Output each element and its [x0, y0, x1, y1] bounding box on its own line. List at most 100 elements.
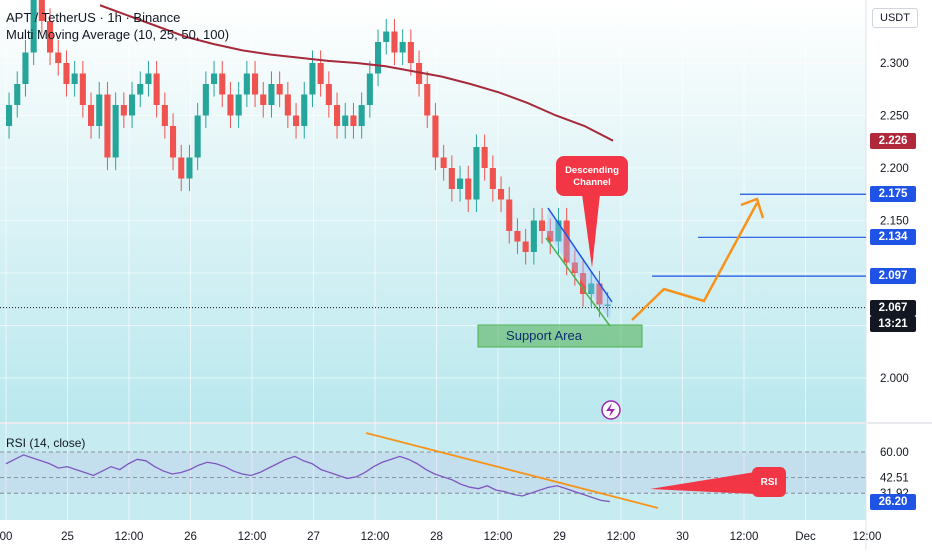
candle-body: [342, 115, 349, 126]
time-tick-label: Dec: [795, 531, 816, 543]
time-tick-label: 26: [184, 531, 197, 543]
candle-body: [498, 189, 505, 200]
rsi-title[interactable]: RSI (14, close): [6, 436, 86, 450]
candle-body: [473, 147, 480, 200]
candle-body: [120, 105, 127, 116]
channel-callout-label-2: Channel: [573, 177, 610, 188]
candle-body: [71, 73, 78, 84]
candle-body: [604, 304, 611, 306]
time-tick-label: 30: [676, 531, 689, 543]
candle-body: [563, 220, 570, 263]
candle-body: [96, 94, 103, 126]
candle-body: [391, 31, 398, 53]
candle-body: [440, 157, 447, 168]
candle-body: [79, 73, 86, 105]
candle-body: [112, 105, 119, 158]
rsi-tick-label: 60.00: [880, 447, 909, 459]
time-tick-label: 00: [0, 531, 12, 543]
candle-body: [539, 220, 546, 231]
time-tick-label: 25: [61, 531, 74, 543]
support-area-label: Support Area: [506, 328, 583, 343]
rsi-trendline: [365, 432, 659, 509]
time-tick-label: 12:00: [730, 531, 759, 543]
candle-body: [530, 220, 537, 252]
candle-body: [555, 220, 562, 242]
candle-body: [284, 94, 291, 116]
candle-body: [489, 168, 496, 189]
projection-arrowhead: [740, 197, 765, 219]
candle-body: [260, 94, 267, 105]
candle-body: [416, 63, 423, 84]
channel-callout-box: [556, 156, 628, 196]
candle-body: [571, 262, 578, 273]
time-tick-label: 12:00: [484, 531, 513, 543]
moving-average-line: [99, 4, 614, 142]
currency-button[interactable]: USDT: [872, 8, 918, 28]
time-tick-label: 12:00: [115, 531, 144, 543]
candle-body: [211, 73, 218, 84]
candle-body: [268, 84, 275, 105]
candle-body: [194, 115, 201, 158]
rsi-callout-label: RSI: [761, 477, 778, 488]
candle-body: [104, 94, 111, 158]
candle-body: [219, 73, 226, 95]
lightning-icon-glyph: [606, 403, 615, 417]
rsi-line: [5, 454, 610, 503]
candle-body: [596, 283, 603, 305]
candle-body: [465, 178, 472, 200]
candle-body: [153, 73, 160, 105]
candle-body: [38, 0, 45, 21]
price-tick-label: 2.300: [880, 58, 909, 70]
rsi-callout-box: [752, 467, 786, 497]
rsi-callout-pointer: [650, 472, 755, 494]
channel-fill: [546, 208, 612, 320]
candle-body: [334, 105, 341, 126]
projection-path: [631, 202, 759, 321]
candle-body: [30, 0, 37, 53]
price-tick-label: 2.200: [880, 163, 909, 175]
candle-body: [293, 115, 300, 126]
time-tick-label: 12:00: [607, 531, 636, 543]
candle-body: [358, 105, 365, 126]
candle-body: [547, 231, 554, 242]
price-tick-label: 2.150: [880, 216, 909, 228]
candle-body: [170, 126, 177, 158]
candle-body: [63, 63, 70, 84]
candle-body: [186, 157, 193, 179]
candle-body: [317, 63, 324, 84]
candle-body: [14, 84, 21, 105]
price-tick-label: 2.250: [880, 111, 909, 123]
symbol-title[interactable]: APT / TetherUS · 1h · Binance: [6, 10, 181, 25]
candle-body: [580, 273, 587, 294]
candle-body: [309, 63, 316, 95]
candle-body: [227, 94, 234, 116]
candle-body: [457, 178, 464, 189]
candle-body: [481, 147, 488, 168]
candle-body: [375, 42, 382, 74]
price-tag-current-price: 2.067: [870, 299, 916, 316]
support-area-box: [477, 324, 643, 348]
candle-body: [145, 73, 152, 84]
candle-body: [350, 115, 357, 126]
time-tick-label: 28: [430, 531, 443, 543]
candle-body: [202, 84, 209, 116]
indicator-title[interactable]: Multi Moving Average (10, 25, 50, 100): [6, 27, 230, 42]
candle-body: [129, 94, 136, 116]
candle-body: [407, 42, 414, 63]
candle-body: [383, 31, 390, 42]
candle-body: [366, 73, 373, 105]
candle-body: [514, 231, 521, 242]
candle-body: [88, 105, 95, 126]
time-tick-label: 27: [307, 531, 320, 543]
channel-lower: [545, 237, 611, 327]
rsi-value-tag: 26.20: [870, 493, 916, 510]
candle-body: [235, 94, 242, 116]
candle-body: [6, 105, 13, 126]
candle-body: [161, 105, 168, 126]
channel-callout-label: Descending: [565, 165, 619, 176]
candle-body: [424, 84, 431, 116]
rsi-tick-label: 42.51: [880, 473, 909, 485]
time-tick-label: 29: [553, 531, 566, 543]
candle-body: [301, 94, 308, 126]
